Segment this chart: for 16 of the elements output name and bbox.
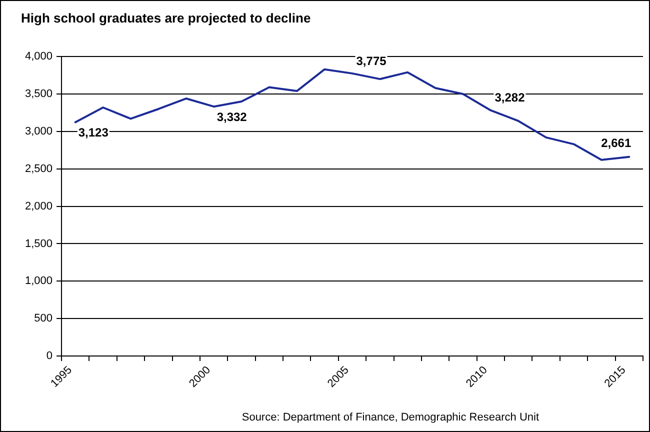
data-label: 3,282 — [494, 90, 526, 105]
y-tick-label: 3,500 — [24, 88, 53, 100]
y-tick-label: 4,000 — [24, 50, 53, 63]
y-tick-label: 1,000 — [24, 275, 53, 288]
y-tick-label: 0 — [46, 350, 53, 362]
data-label: 3,123 — [78, 126, 109, 140]
source-note: Source: Department of Finance, Demographic Research Unit — [242, 412, 539, 424]
data-label: 3,775 — [356, 54, 387, 68]
data-label: 2,661 — [601, 136, 632, 150]
y-tick-label: 3,000 — [24, 125, 53, 138]
y-tick-label: 2,500 — [24, 162, 53, 175]
y-tick-label: 2,000 — [24, 200, 53, 212]
y-tick-label: 500 — [34, 312, 53, 325]
data-label: 3,332 — [216, 110, 248, 124]
chart-title: High school graduates are projected to decline — [21, 10, 311, 26]
y-tick-label: 1,500 — [24, 238, 53, 250]
